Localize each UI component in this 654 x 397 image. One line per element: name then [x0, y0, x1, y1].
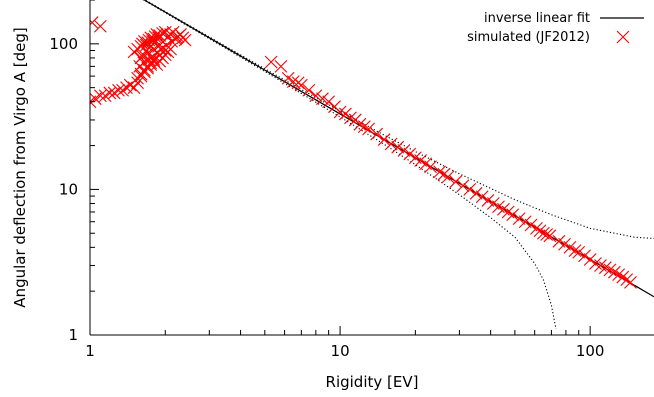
legend-label: simulated (JF2012): [467, 30, 590, 45]
data-point: [506, 208, 520, 222]
data-point: [338, 107, 352, 121]
data-point: [286, 75, 300, 89]
data-point: [456, 179, 470, 193]
data-point: [463, 183, 477, 196]
axes-frame: [89, 0, 654, 336]
data-point: [170, 31, 184, 45]
y-axis-label: Angular deflection from Virgo A [deg]: [11, 27, 29, 307]
data-point: [90, 16, 99, 29]
axis-ticks: 1 10 100 1 10 100: [49, 0, 604, 360]
x-tick-label: 10: [331, 342, 350, 360]
data-point: [384, 137, 398, 151]
data-point: [620, 273, 634, 287]
data-point: [370, 127, 384, 141]
legend: inverse linear fit simulated (JF2012): [467, 11, 644, 45]
y-tick-label: 10: [59, 180, 78, 198]
y-tick-label: 100: [49, 35, 78, 53]
data-point: [475, 190, 489, 204]
data-point: [397, 144, 411, 157]
x-tick-label: 1: [85, 342, 95, 360]
data-point: [377, 133, 391, 146]
data-point: [362, 122, 375, 136]
data-point: [344, 111, 357, 125]
data-point: [309, 89, 323, 103]
data-point: [594, 259, 607, 272]
simulated-points: [90, 16, 637, 289]
data-point: [624, 275, 637, 289]
data-point: [150, 28, 164, 41]
data-point: [178, 33, 192, 47]
data-point: [437, 167, 451, 181]
data-point: [159, 38, 173, 52]
legend-entry: simulated (JF2012): [467, 30, 630, 45]
data-point: [578, 249, 591, 263]
plot-series-layer: [90, 0, 654, 330]
data-point: [572, 245, 586, 259]
data-point: [107, 86, 121, 100]
data-point: [274, 59, 288, 73]
data-point: [598, 261, 612, 275]
data-point: [103, 86, 117, 100]
data-point: [568, 244, 582, 257]
data-point: [512, 212, 526, 226]
data-point: [533, 224, 547, 238]
data-point: [540, 228, 554, 241]
data-point: [333, 105, 347, 119]
data-point: [469, 186, 483, 200]
y-tick-label: 1: [68, 326, 78, 344]
data-point: [302, 83, 316, 97]
x-axis-label: Rigidity [EV]: [326, 373, 419, 391]
data-point: [530, 221, 543, 235]
data-point: [433, 165, 446, 179]
data-point: [294, 78, 308, 92]
data-point: [403, 147, 417, 161]
fit-uncertainty-band-1: [144, 0, 654, 240]
data-point: [589, 257, 602, 270]
data-point: [424, 160, 437, 174]
data-point: [120, 81, 133, 95]
data-point: [93, 89, 107, 103]
data-point: [441, 170, 455, 184]
data-point: [603, 263, 617, 277]
data-point: [154, 42, 168, 56]
x-tick-label: 100: [576, 342, 605, 360]
data-point: [612, 268, 626, 281]
data-point: [543, 229, 557, 243]
data-point: [116, 83, 129, 97]
legend-x-marker: [616, 30, 630, 44]
data-point: [524, 218, 538, 232]
data-point: [391, 140, 405, 154]
data-point: [131, 76, 144, 90]
data-point: [93, 19, 107, 33]
data-point: [316, 92, 329, 106]
data-point: [583, 253, 597, 266]
data-point: [449, 175, 463, 189]
data-point: [353, 117, 367, 131]
data-point: [616, 270, 630, 284]
data-point: [536, 226, 550, 240]
data-point: [112, 83, 125, 97]
legend-label: inverse linear fit: [484, 11, 590, 26]
data-point: [357, 120, 371, 134]
data-point: [518, 215, 532, 229]
data-point: [264, 55, 278, 69]
legend-entry: inverse linear fit: [484, 11, 644, 26]
data-point: [322, 95, 336, 109]
data-point: [608, 265, 621, 279]
